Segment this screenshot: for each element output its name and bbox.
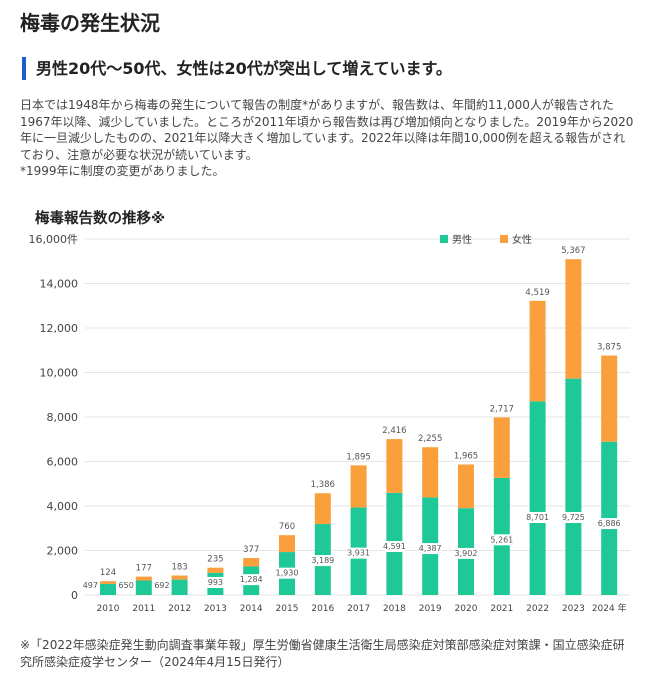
label-bg — [420, 543, 441, 555]
bar-male-2010 — [100, 583, 116, 595]
data-label-male: 6,886 — [598, 519, 621, 528]
label-bg — [563, 512, 584, 523]
data-label-female: 760 — [279, 522, 295, 532]
data-label-male: 692 — [154, 581, 169, 590]
data-label-male: 3,902 — [455, 549, 478, 558]
data-label-female: 5,367 — [561, 246, 585, 256]
bar-female-2017 — [350, 465, 367, 508]
data-label-female: 1,895 — [346, 452, 370, 462]
section-subheading: 男性20代〜50代、女性は20代が突出して増えています。 — [22, 57, 452, 80]
x-tick-label: 2014 — [240, 604, 263, 614]
data-label-male: 5,261 — [490, 535, 513, 544]
y-tick-label: 2,000 — [47, 545, 79, 558]
data-label-female: 2,416 — [382, 426, 406, 436]
page-title: 梅毒の発生状況 — [20, 11, 160, 35]
bar-female-2011 — [135, 576, 152, 581]
description-note: *1999年に制度の変更がありました。 — [20, 164, 225, 178]
data-label-male: 8,701 — [526, 513, 549, 522]
data-label-male: 1,930 — [276, 569, 299, 578]
data-label-female: 2,717 — [490, 404, 514, 414]
data-label-female: 377 — [243, 545, 259, 555]
x-tick-label: 2023 — [562, 604, 585, 614]
x-tick-label: 2022 — [526, 604, 549, 614]
data-label-female: 177 — [136, 564, 152, 574]
data-label-male: 993 — [208, 578, 223, 587]
bar-female-2013 — [207, 567, 224, 573]
bar-male-2011 — [135, 580, 152, 595]
bar-female-2021 — [493, 417, 510, 478]
bar-female-2012 — [171, 575, 188, 580]
y-tick-label: 14,000 — [40, 278, 79, 291]
data-label-female: 4,519 — [525, 288, 549, 298]
bar-female-2010 — [100, 581, 116, 584]
legend-label: 女性 — [512, 233, 532, 246]
label-bg — [491, 534, 512, 546]
bar-female-2016 — [314, 493, 331, 525]
label-bg — [241, 574, 262, 586]
data-label-female: 1,965 — [454, 451, 478, 461]
label-bg — [384, 541, 405, 553]
label-bg — [456, 547, 476, 559]
data-label-male: 4,387 — [419, 544, 442, 553]
data-label-male: 9,725 — [562, 513, 585, 522]
label-bg — [599, 518, 620, 530]
legend-swatch — [500, 235, 508, 243]
y-tick-label: 16,000件 — [29, 233, 79, 246]
data-label-female: 183 — [171, 563, 187, 573]
data-label-female: 1,386 — [311, 480, 335, 490]
legend-label: 男性 — [452, 233, 472, 246]
bar-female-2018 — [386, 439, 403, 493]
label-bg — [205, 577, 226, 588]
x-tick-label: 2018 — [383, 604, 406, 614]
stacked-bar-chart: 0 2,000 4,000 6,000 8,000 10,000 12,000 14,000 1… — [29, 233, 630, 614]
y-tick-label: 12,000 — [40, 322, 79, 335]
x-tick-label: 2010 — [97, 604, 120, 614]
bar-male-2012 — [171, 579, 188, 595]
y-tick-label: 0 — [71, 589, 78, 602]
label-bg — [348, 547, 369, 559]
chart-title: 梅毒報告数の推移※ — [35, 211, 166, 227]
data-label-female: 235 — [207, 555, 223, 565]
data-label-male: 3,931 — [347, 549, 370, 558]
legend-swatch — [440, 235, 448, 243]
y-tick-label: 8,000 — [47, 411, 79, 424]
y-tick-label: 6,000 — [47, 456, 79, 469]
data-label-male: 650 — [119, 581, 134, 590]
data-label-female: 124 — [100, 568, 116, 578]
label-bg — [527, 512, 548, 523]
y-tick-label: 10,000 — [40, 367, 79, 380]
x-tick-label: 2021 — [490, 604, 513, 614]
data-label-male: 497 — [83, 581, 98, 590]
x-tick-label: 2013 — [204, 604, 227, 614]
data-label-male: 1,284 — [240, 575, 263, 584]
bar-female-2019 — [422, 447, 439, 498]
bar-female-2022 — [529, 300, 546, 402]
x-tick-label: 2020 — [455, 604, 478, 614]
bar-male-2022 — [529, 401, 546, 595]
x-tick-label: 2017 — [347, 604, 370, 614]
bar-female-2014 — [243, 558, 260, 567]
bar-female-2020 — [458, 464, 474, 509]
data-label-male: 3,189 — [311, 556, 334, 565]
data-label-male: 4,591 — [383, 542, 406, 551]
x-tick-label: 2019 — [419, 604, 442, 614]
x-tick-label: 2024 年 — [592, 602, 627, 614]
source-footnote: ※「2022年感染症発生動向調査事業年報」厚生労働省健康生活衛生局感染症対策部感… — [20, 638, 625, 669]
x-tick-label: 2011 — [132, 604, 155, 614]
x-tick-label: 2016 — [311, 604, 334, 614]
data-label-female: 3,875 — [597, 343, 621, 353]
bar-female-2023 — [565, 259, 582, 379]
label-bg — [277, 567, 297, 579]
bar-female-2015 — [279, 535, 295, 553]
y-tick-label: 4,000 — [47, 500, 79, 513]
x-tick-label: 2012 — [168, 604, 191, 614]
label-bg — [312, 555, 333, 567]
description-paragraph: 日本では1948年から梅毒の発生について報告の制度*がありますが、報告数は、年間… — [20, 98, 634, 162]
bar-male-2023 — [565, 378, 582, 595]
x-tick-label: 2015 — [276, 604, 299, 614]
bar-female-2024 — [601, 355, 618, 442]
data-label-female: 2,255 — [418, 434, 442, 444]
description: 日本では1948年から梅毒の発生について報告の制度*がありますが、報告数は、年間… — [20, 97, 635, 180]
